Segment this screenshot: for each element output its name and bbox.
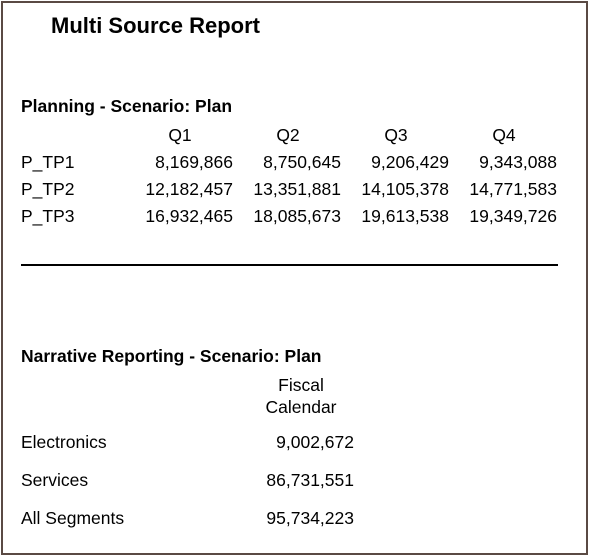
planning-col-header-q4: Q4 [492, 125, 516, 145]
narrative-row-label: Electronics [21, 432, 107, 452]
planning-col-header-q2: Q2 [276, 125, 300, 145]
planning-cell: 8,750,645 [263, 152, 341, 172]
section-divider [21, 264, 558, 266]
narrative-col-header: Fiscal Calendar [241, 374, 361, 418]
planning-col-header-q3: Q3 [384, 125, 408, 145]
planning-cell: 19,349,726 [469, 206, 557, 226]
narrative-row-label: Services [21, 470, 89, 490]
narrative-cell: 9,002,672 [276, 432, 354, 452]
narrative-row-label: All Segments [21, 508, 125, 528]
planning-row-label: P_TP3 [21, 206, 75, 226]
planning-cell: 9,206,429 [371, 152, 449, 172]
planning-cell: 18,085,673 [253, 206, 341, 226]
report-title: Multi Source Report [51, 13, 261, 38]
planning-row-label: P_TP2 [21, 179, 75, 199]
narrative-col-header-line2: Calendar [265, 397, 337, 417]
planning-cell: 14,771,583 [469, 179, 557, 199]
narrative-section-title: Narrative Reporting - Scenario: Plan [21, 346, 322, 366]
narrative-cell: 86,731,551 [266, 470, 354, 490]
planning-cell: 14,105,378 [361, 179, 449, 199]
planning-section-title: Planning - Scenario: Plan [21, 96, 233, 116]
planning-col-header-q1: Q1 [168, 125, 192, 145]
planning-cell: 13,351,881 [253, 179, 341, 199]
narrative-col-header-line1: Fiscal [278, 375, 324, 395]
planning-row-label: P_TP1 [21, 152, 75, 172]
planning-cell: 16,932,465 [145, 206, 233, 226]
narrative-cell: 95,734,223 [266, 508, 354, 528]
planning-cell: 19,613,538 [361, 206, 449, 226]
planning-cell: 9,343,088 [479, 152, 557, 172]
planning-cell: 12,182,457 [145, 179, 233, 199]
planning-cell: 8,169,866 [155, 152, 233, 172]
